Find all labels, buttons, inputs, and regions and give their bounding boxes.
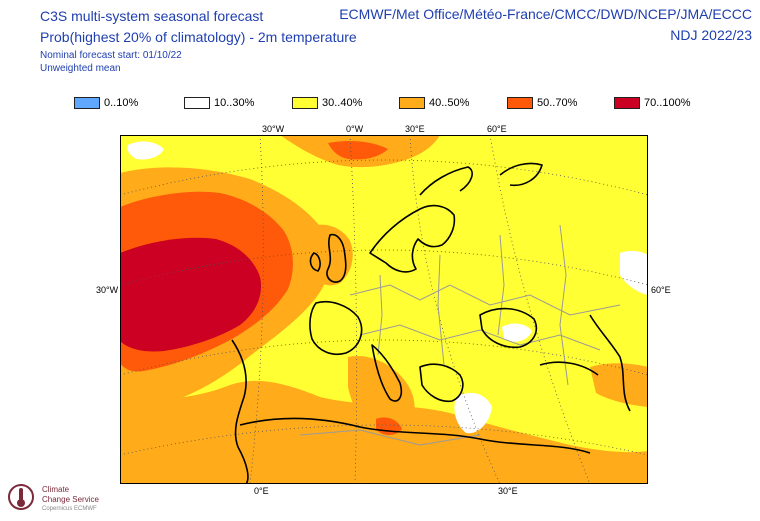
probability-map bbox=[120, 135, 648, 484]
lon-tick-bottom-30e: 30°E bbox=[498, 486, 518, 496]
legend-item: 40..50% bbox=[399, 95, 469, 111]
legend-item: 0..10% bbox=[74, 95, 138, 111]
legend-swatch-70-100 bbox=[614, 97, 640, 109]
lon-tick-bottom-0e: 0°E bbox=[254, 486, 269, 496]
lon-tick-right: 60°E bbox=[651, 285, 671, 295]
legend-swatch-30-40 bbox=[292, 97, 318, 109]
legend-label: 0..10% bbox=[104, 97, 139, 109]
legend-label: 40..50% bbox=[429, 97, 470, 109]
logo-name-line1: Climate bbox=[42, 485, 70, 494]
mean-type: Unweighted mean bbox=[40, 63, 121, 74]
lon-tick-left: 30°W bbox=[96, 285, 119, 295]
region-70-100 bbox=[120, 237, 262, 352]
map-title: C3S multi-system seasonal forecast bbox=[40, 8, 264, 24]
country-borders bbox=[299, 224, 621, 446]
copernicus-logo: Climate Change Service Copernicus ECMWF bbox=[6, 480, 116, 516]
region-10-30-east bbox=[620, 250, 648, 295]
forecast-period: NDJ 2022/23 bbox=[670, 27, 752, 43]
forecast-start: Nominal forecast start: 01/10/22 bbox=[40, 50, 182, 61]
coastlines bbox=[231, 162, 631, 484]
legend: 0..10% 10..30% 30..40% 40..50% 50..70% 7… bbox=[74, 95, 714, 111]
legend-label: 30..40% bbox=[322, 97, 363, 109]
legend-swatch-10-30 bbox=[184, 97, 210, 109]
lon-tick-top-60e: 60°E bbox=[487, 124, 507, 134]
legend-label: 50..70% bbox=[537, 97, 578, 109]
climate-service-icon bbox=[8, 484, 34, 510]
legend-swatch-40-50 bbox=[399, 97, 425, 109]
map-subtitle: Prob(highest 20% of climatology) - 2m te… bbox=[40, 29, 357, 45]
region-40-50-east bbox=[590, 363, 648, 407]
legend-item: 50..70% bbox=[507, 95, 577, 111]
map-frame bbox=[120, 135, 648, 484]
region-10-30-balkans bbox=[454, 392, 492, 434]
map-canvas bbox=[120, 135, 648, 484]
region-10-30-north bbox=[127, 141, 164, 160]
legend-label: 10..30% bbox=[214, 97, 255, 109]
logo-name: Climate Change Service bbox=[42, 485, 99, 505]
systems-list: ECMWF/Met Office/Météo-France/CMCC/DWD/N… bbox=[339, 6, 752, 22]
legend-item: 70..100% bbox=[614, 95, 690, 111]
legend-label: 70..100% bbox=[644, 97, 691, 109]
lon-tick-top-30e: 30°E bbox=[405, 124, 425, 134]
region-40-50-italy bbox=[348, 355, 415, 438]
lon-tick-top-0w: 0°W bbox=[346, 124, 364, 134]
lon-tick-top-30w: 30°W bbox=[262, 124, 285, 134]
logo-sub: Copernicus ECMWF bbox=[42, 506, 97, 512]
legend-item: 10..30% bbox=[184, 95, 254, 111]
region-50-70-north bbox=[328, 141, 388, 160]
region-10-30-blacksea bbox=[502, 323, 532, 342]
legend-swatch-50-70 bbox=[507, 97, 533, 109]
legend-item: 30..40% bbox=[292, 95, 362, 111]
legend-swatch-0-10 bbox=[74, 97, 100, 109]
logo-name-line2: Change Service bbox=[42, 495, 99, 504]
region-40-50-britain bbox=[310, 224, 353, 286]
